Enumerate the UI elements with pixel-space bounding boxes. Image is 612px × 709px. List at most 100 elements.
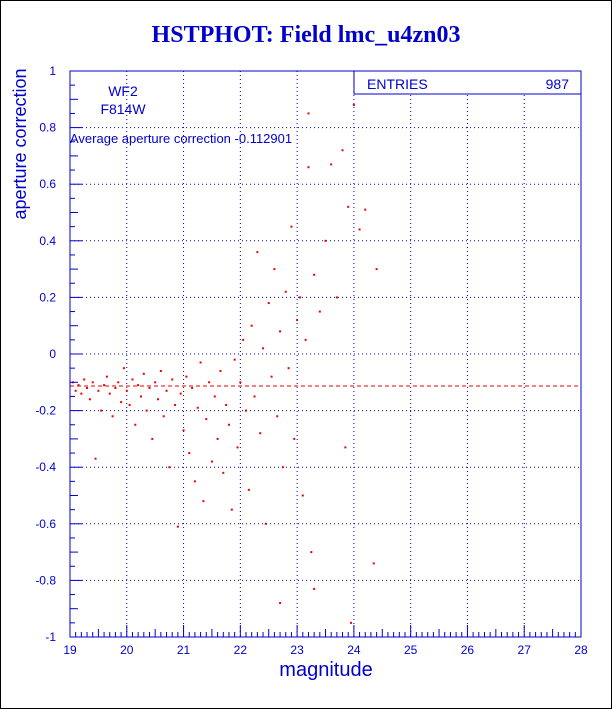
- average-annotation: Average aperture correction -0.112901: [70, 131, 292, 146]
- data-point: [245, 409, 248, 412]
- data-point: [122, 367, 125, 370]
- data-point: [91, 381, 94, 384]
- data-point: [199, 361, 202, 364]
- data-point: [193, 480, 196, 483]
- data-point: [145, 409, 148, 412]
- y-tick-label: -0.2: [35, 404, 56, 418]
- data-point: [227, 423, 230, 426]
- data-point: [137, 384, 140, 387]
- data-point: [296, 319, 299, 322]
- axis-ticks: [69, 70, 582, 638]
- x-tick-label: 22: [234, 643, 248, 657]
- data-point: [162, 415, 165, 418]
- stats-box: ENTRIES 987: [353, 70, 582, 95]
- data-point: [83, 378, 86, 381]
- y-tick-label: 0.6: [39, 177, 56, 191]
- data-point: [80, 392, 83, 395]
- data-point: [313, 273, 316, 276]
- data-point: [273, 268, 276, 271]
- data-point: [375, 268, 378, 271]
- data-point: [159, 369, 162, 372]
- data-point: [134, 423, 137, 426]
- data-point: [372, 562, 375, 565]
- data-point: [154, 381, 157, 384]
- data-point: [264, 522, 267, 525]
- stats-box-frame: [353, 70, 582, 95]
- data-point: [114, 386, 117, 389]
- y-tick-label: -0.4: [35, 460, 56, 474]
- data-point: [281, 466, 284, 469]
- data-point: [86, 386, 89, 389]
- data-point: [174, 403, 177, 406]
- y-tick-label: -0.8: [35, 573, 56, 587]
- data-point: [307, 112, 310, 115]
- x-tick-label: 27: [518, 643, 532, 657]
- y-tick-label: 0.8: [39, 121, 56, 135]
- data-point: [148, 386, 151, 389]
- data-point: [94, 457, 97, 460]
- data-point: [210, 460, 213, 463]
- data-point: [131, 378, 134, 381]
- data-point: [313, 587, 316, 590]
- data-point: [219, 369, 222, 372]
- data-point: [117, 381, 120, 384]
- data-point: [344, 446, 347, 449]
- data-point: [259, 432, 262, 435]
- data-point: [279, 330, 282, 333]
- data-point: [301, 494, 304, 497]
- x-tick-label: 25: [404, 643, 418, 657]
- data-point: [88, 398, 91, 401]
- data-point: [287, 367, 290, 370]
- data-point: [139, 395, 142, 398]
- data-point: [168, 466, 171, 469]
- data-point: [270, 375, 273, 378]
- data-point: [222, 471, 225, 474]
- chart-title: HSTPHOT: Field lmc_u4zn03: [151, 22, 461, 48]
- x-tick-label: 21: [177, 643, 191, 657]
- data-point: [239, 381, 242, 384]
- data-point: [120, 401, 123, 404]
- data-point: [74, 389, 77, 392]
- data-point: [253, 395, 256, 398]
- data-point: [276, 415, 279, 418]
- data-point: [151, 437, 154, 440]
- data-point: [100, 409, 103, 412]
- x-tick-label: 23: [290, 643, 304, 657]
- data-point: [128, 403, 131, 406]
- data-points: [71, 103, 378, 624]
- data-point: [310, 551, 313, 554]
- data-point: [279, 602, 282, 605]
- x-axis-label: magnitude: [279, 659, 372, 681]
- camera-label: WF2: [108, 83, 138, 99]
- data-point: [179, 392, 182, 395]
- y-tick-label: 0.2: [39, 290, 56, 304]
- data-point: [262, 347, 265, 350]
- data-point: [97, 389, 100, 392]
- data-point: [191, 386, 194, 389]
- data-point: [236, 446, 239, 449]
- data-point: [77, 384, 80, 387]
- data-point: [188, 452, 191, 455]
- data-point: [352, 103, 355, 106]
- y-axis-label: aperture correction: [10, 68, 30, 219]
- data-point: [225, 403, 228, 406]
- data-point: [247, 488, 250, 491]
- grid: [70, 71, 581, 637]
- data-point: [250, 324, 253, 327]
- x-tick-label: 24: [347, 643, 361, 657]
- data-point: [142, 372, 145, 375]
- data-point: [165, 389, 168, 392]
- data-point: [293, 437, 296, 440]
- y-tick-label: -1: [45, 630, 56, 644]
- x-tick-label: 19: [63, 643, 77, 657]
- data-point: [205, 418, 208, 421]
- data-point: [318, 310, 321, 313]
- data-point: [324, 239, 327, 242]
- data-point: [230, 508, 233, 511]
- data-point: [196, 406, 199, 409]
- data-point: [364, 208, 367, 211]
- data-point: [208, 381, 211, 384]
- data-point: [125, 389, 128, 392]
- data-point: [307, 166, 310, 169]
- data-point: [171, 378, 174, 381]
